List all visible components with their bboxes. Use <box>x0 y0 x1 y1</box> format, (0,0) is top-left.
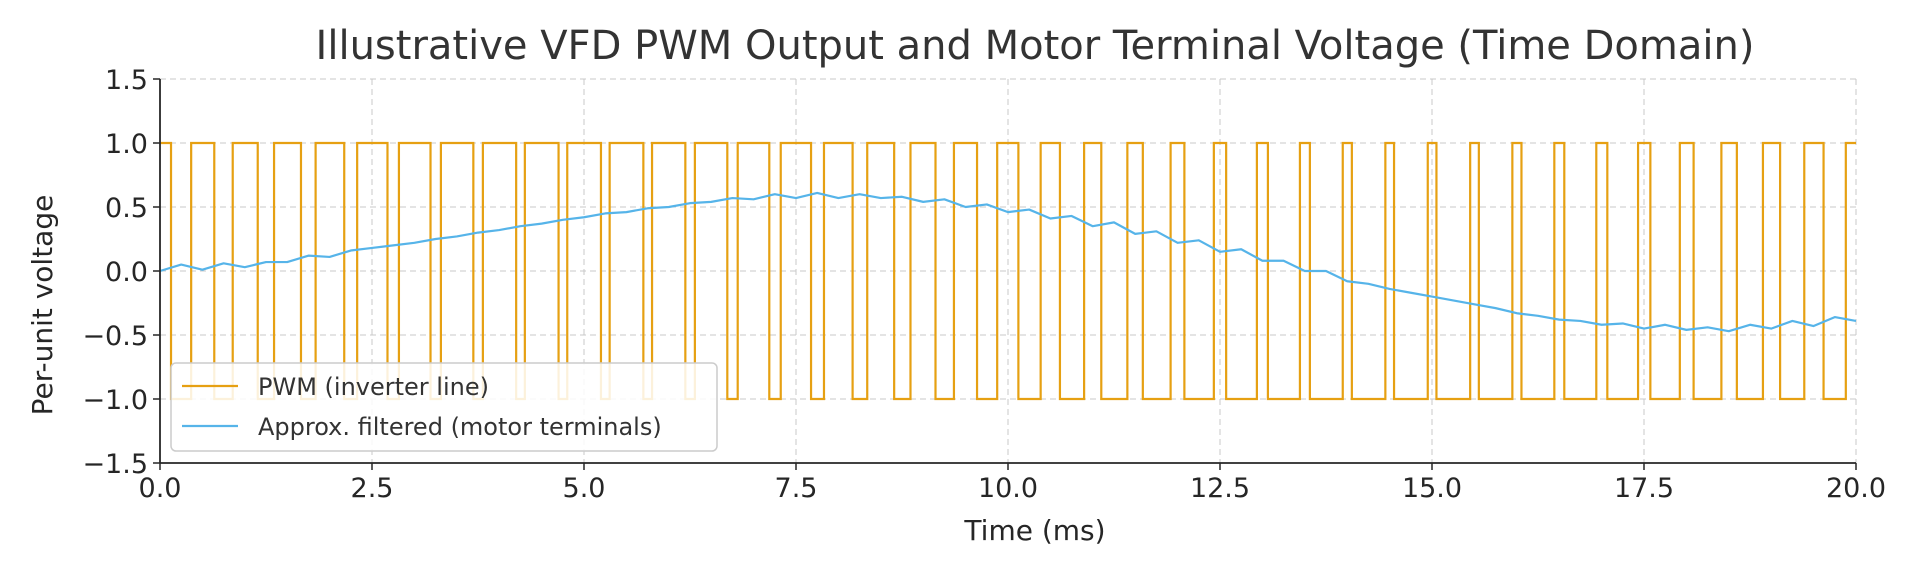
y-tick-label: 0.5 <box>105 193 148 224</box>
x-tick-label: 20.0 <box>1826 473 1886 504</box>
legend-box <box>170 362 718 452</box>
y-tick-label: 1.5 <box>105 65 148 96</box>
x-tick-label: 17.5 <box>1614 473 1674 504</box>
y-tick-label: −1.5 <box>82 449 148 480</box>
y-tick-label: 0.0 <box>105 257 148 288</box>
x-tick-label: 12.5 <box>1190 473 1250 504</box>
x-tick-label: 0.0 <box>139 473 182 504</box>
legend-label: PWM (inverter line) <box>258 373 489 401</box>
chart-title: Illustrative VFD PWM Output and Motor Te… <box>316 23 1755 69</box>
axes <box>153 78 1857 470</box>
y-tick-label: −1.0 <box>82 385 148 416</box>
legend: PWM (inverter line) Approx. filtered (mot… <box>170 362 718 452</box>
legend-label: Approx. filtered (motor terminals) <box>258 413 662 441</box>
x-tick-label: 7.5 <box>775 473 818 504</box>
tick-labels: 0.0 2.5 5.0 7.5 10.0 12.5 15.0 17.5 20.0 1.5 1.0 0.… <box>82 65 1886 504</box>
y-tick-label: −0.5 <box>82 321 148 352</box>
y-tick-label: 1.0 <box>105 129 148 160</box>
x-tick-label: 10.0 <box>978 473 1038 504</box>
x-axis-label: Time (ms) <box>963 514 1105 547</box>
filtered-motor-terminals-line <box>159 191 1857 333</box>
x-tick-label: 2.5 <box>351 473 394 504</box>
x-tick-label: 5.0 <box>563 473 606 504</box>
y-axis-label: Per-unit voltage <box>26 195 59 416</box>
x-tick-label: 15.0 <box>1402 473 1462 504</box>
